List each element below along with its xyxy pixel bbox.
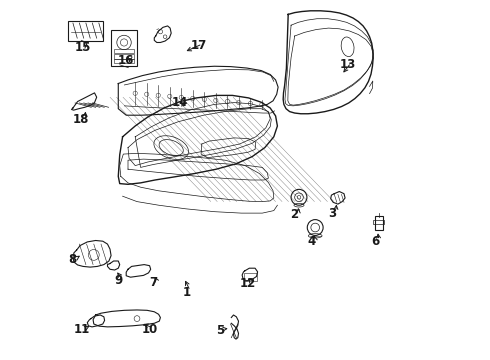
Text: 7: 7 bbox=[149, 276, 157, 289]
Text: 10: 10 bbox=[142, 323, 158, 336]
Text: 6: 6 bbox=[371, 235, 379, 248]
Text: 5: 5 bbox=[216, 324, 224, 337]
Text: 15: 15 bbox=[75, 41, 91, 54]
Text: 11: 11 bbox=[74, 323, 91, 336]
Text: 13: 13 bbox=[340, 58, 356, 71]
Text: 9: 9 bbox=[114, 274, 122, 287]
Text: 8: 8 bbox=[68, 253, 76, 266]
Text: 16: 16 bbox=[118, 54, 134, 67]
Text: 14: 14 bbox=[172, 96, 188, 109]
Text: 4: 4 bbox=[308, 235, 316, 248]
Text: 1: 1 bbox=[183, 286, 191, 299]
Text: 3: 3 bbox=[328, 207, 336, 220]
Text: 18: 18 bbox=[73, 113, 89, 126]
Text: 17: 17 bbox=[191, 39, 207, 52]
Text: 12: 12 bbox=[240, 277, 256, 290]
Text: 2: 2 bbox=[291, 208, 299, 221]
